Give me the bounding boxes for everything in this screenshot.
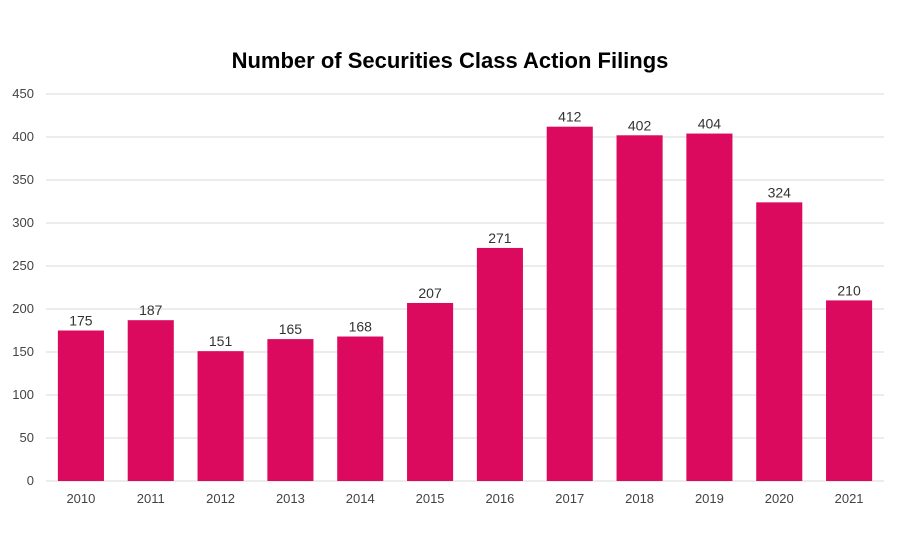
y-tick-label-400: 400: [12, 129, 34, 144]
data-label-2018: 402: [628, 117, 652, 133]
x-tick-label-2015: 2015: [416, 491, 445, 506]
x-tick-label-2010: 2010: [66, 491, 95, 506]
y-tick-label-150: 150: [12, 344, 34, 359]
y-tick-label-450: 450: [12, 86, 34, 101]
data-label-2017: 412: [558, 109, 582, 125]
data-label-2011: 187: [139, 302, 163, 318]
x-tick-label-2017: 2017: [555, 491, 584, 506]
bar-2017: [546, 126, 593, 482]
x-tick-label-2013: 2013: [276, 491, 305, 506]
bar-2015: [407, 302, 454, 481]
x-tick-label-2012: 2012: [206, 491, 235, 506]
bar-2016: [476, 247, 523, 481]
data-label-2020: 324: [768, 184, 792, 200]
data-label-2015: 207: [418, 285, 442, 301]
x-tick-label-2011: 2011: [137, 491, 165, 506]
y-tick-label-300: 300: [12, 215, 34, 230]
y-tick-label-350: 350: [12, 172, 34, 187]
bar-2012: [197, 351, 244, 481]
bar-2020: [756, 202, 803, 482]
y-tick-label-250: 250: [12, 258, 34, 273]
bar-2010: [57, 330, 104, 481]
x-tick-label-2021: 2021: [835, 491, 864, 506]
bar-2014: [337, 336, 384, 481]
chart-title: Number of Securities Class Action Filing…: [231, 48, 669, 73]
y-tick-label-100: 100: [12, 387, 34, 402]
y-tick-label-50: 50: [20, 430, 34, 445]
data-label-2016: 271: [488, 230, 512, 246]
data-label-2014: 168: [349, 319, 373, 335]
x-tick-label-2014: 2014: [346, 491, 375, 506]
data-label-2019: 404: [698, 116, 722, 132]
bar-2013: [267, 339, 314, 481]
x-tick-label-2020: 2020: [765, 491, 794, 506]
bar-2011: [127, 320, 174, 481]
data-label-2012: 151: [209, 333, 233, 349]
bar-2021: [826, 300, 873, 481]
y-tick-label-0: 0: [27, 473, 34, 488]
x-tick-label-2016: 2016: [485, 491, 514, 506]
x-tick-label-2018: 2018: [625, 491, 654, 506]
x-tick-label-2019: 2019: [695, 491, 724, 506]
data-label-2010: 175: [69, 313, 93, 329]
data-label-2021: 210: [837, 282, 861, 298]
bar-2018: [616, 135, 663, 481]
y-tick-label-200: 200: [12, 301, 34, 316]
bar-2019: [686, 133, 733, 481]
data-label-2013: 165: [279, 321, 303, 337]
